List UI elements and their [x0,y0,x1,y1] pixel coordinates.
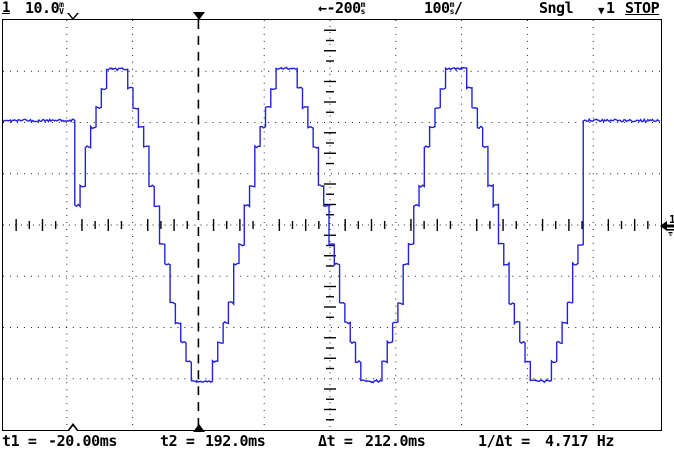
delay-value: -200 [326,0,362,17]
trigger-source-channel[interactable]: 1 [606,0,615,17]
timebase-unit-denominator: s [449,6,455,16]
delta-t-value: 212.0ms [365,432,426,450]
timebase-value: 100 [424,0,450,17]
run-stop-status[interactable]: STOP [625,0,660,17]
cursor-t1-bottom-marker-icon[interactable] [67,423,79,431]
channel-vertical-scale[interactable]: 10.0 m V [25,0,64,18]
channel-scale-unit-numerator: m [59,0,64,9]
cursor-t2-top-marker-icon[interactable] [193,12,205,20]
delta-t-label: Δt = [318,432,353,450]
t1-value[interactable]: -20.00ms [48,432,118,450]
delay-unit-numerator: m [360,0,366,9]
graticule-frame [2,12,662,432]
t2-value[interactable]: 192.0ms [205,432,266,450]
horizontal-delay[interactable]: ←-200 m s [318,0,366,18]
bottom-cursor-readout-bar: t1 = -20.00ms t2 = 192.0ms Δt = 212.0ms … [0,432,674,452]
t1-label: t1 = [2,432,37,450]
svg-text:1: 1 [669,213,674,226]
inverse-delta-t-label: 1/Δt = [478,432,530,450]
timebase-per-div-slash: / [453,0,463,17]
waveform-trace-channel-1 [3,66,661,384]
channel-scale-value: 10.0 [25,0,60,17]
channel-1-ground-reference-marker[interactable]: 1 [660,213,674,241]
delay-arrow-icon: ← [318,0,327,17]
inverse-delta-t-value: 4.717 Hz [545,432,615,450]
channel-number-badge[interactable]: 1 [2,0,10,16]
acquisition-mode[interactable]: Sngl [539,0,574,17]
cursor-t1-top-marker-icon[interactable] [67,13,79,20]
ground-reference-icon: 1 [660,213,674,236]
cursor-t2-bottom-marker-icon[interactable] [193,424,205,432]
top-status-bar: 1 10.0 m V ←-200 m s 100 m s / Sngl ▼ 1 STOP [0,0,674,18]
horizontal-timebase[interactable]: 100 m s / [424,0,463,18]
delay-unit-denominator: s [360,6,366,16]
waveform-plot[interactable] [3,20,661,430]
center-horizontal-axis [3,219,661,231]
timebase-unit-numerator: m [449,0,455,9]
channel-scale-unit-denominator: V [59,6,64,16]
center-vertical-axis [324,20,336,430]
trigger-level-marker-icon: ▼ [598,4,605,17]
t2-label: t2 = [160,432,195,450]
